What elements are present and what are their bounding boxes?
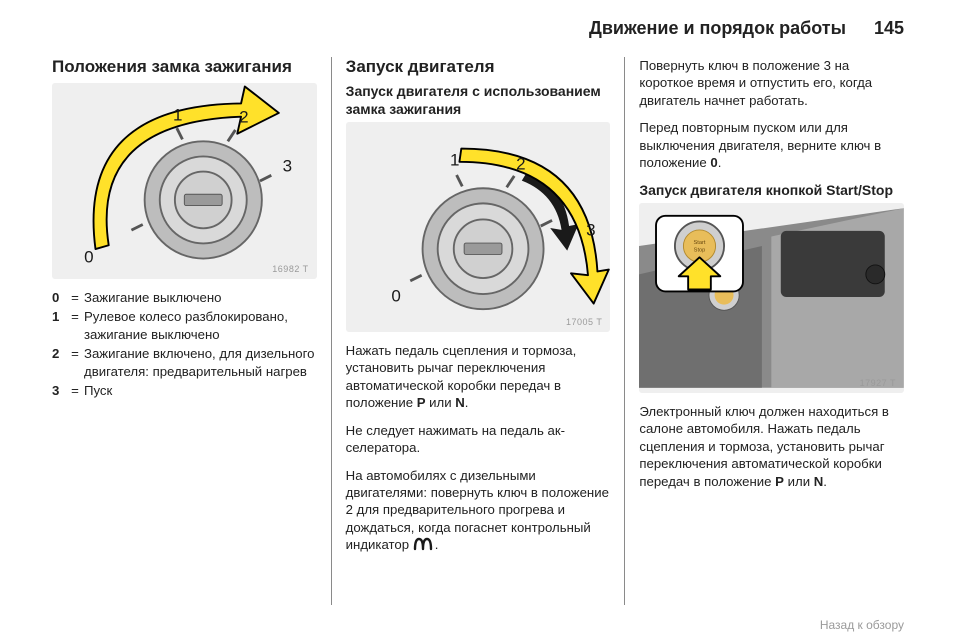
figure-start-stop-button: Start Stop 17927 T (639, 203, 904, 393)
col2-p2: Не следует нажимать на педаль ак­селерат… (346, 422, 611, 457)
def-row: 2 = Зажигание включено, для ди­зельного … (52, 345, 317, 380)
text: или (784, 474, 814, 489)
svg-text:3: 3 (586, 221, 595, 240)
text: . (823, 474, 827, 489)
svg-text:Stop: Stop (694, 248, 706, 254)
def-key: 1 (52, 308, 66, 343)
page: Движение и порядок работы 145 Положения … (0, 0, 954, 638)
def-key: 0 (52, 289, 66, 306)
col2-heading: Запуск двигателя (346, 57, 611, 77)
def-key: 2 (52, 345, 66, 380)
svg-text:0: 0 (391, 287, 400, 306)
bold-P: P (775, 474, 784, 489)
figure-ignition-start: 0 1 2 3 17005 T (346, 122, 611, 332)
svg-text:Start: Start (694, 240, 706, 246)
text: или (426, 395, 456, 410)
col3-p1: Повернуть ключ в положение 3 на короткое… (639, 57, 904, 109)
def-text: Зажигание включено, для ди­зельного двиг… (84, 345, 317, 380)
column-3: Повернуть ключ в положение 3 на короткое… (625, 57, 904, 605)
col2-p3: На автомобилях с дизельными двигателями:… (346, 467, 611, 555)
text: . (718, 155, 722, 170)
text: Перед повторным пуском или для выключени… (639, 120, 881, 170)
ignition-positions-list: 0 = Зажигание выключено 1 = Рулевое коле… (52, 289, 317, 400)
col2-subheading: Запуск двигателя с использованием замка … (346, 83, 611, 118)
svg-text:2: 2 (516, 154, 525, 173)
svg-text:1: 1 (173, 106, 182, 125)
def-row: 1 = Рулевое колесо разблокиро­вано, зажи… (52, 308, 317, 343)
col3-subheading: Запуск двигателя кнопкой Start/Stop (639, 182, 904, 200)
text: На автомобилях с дизельными двигателями:… (346, 468, 609, 553)
bold-N: N (455, 395, 465, 410)
svg-text:0: 0 (84, 247, 93, 266)
def-equals: = (66, 308, 84, 343)
columns: Положения замка зажигания (52, 57, 904, 605)
def-equals: = (66, 345, 84, 380)
figure-caption: 17927 T (860, 378, 896, 388)
ignition-lock-icon: 0 1 1 2 3 (52, 83, 317, 279)
col2-p1: Нажать педаль сцепления и тор­моза, уста… (346, 342, 611, 412)
def-row: 3 = Пуск (52, 382, 317, 399)
def-row: 0 = Зажигание выключено (52, 289, 317, 306)
bold-N: N (814, 474, 824, 489)
figure-ignition-positions: 0 1 1 2 3 16982 T (52, 83, 317, 279)
column-2: Запуск двигателя Запуск двигателя с испо… (332, 57, 626, 605)
back-to-overview-link[interactable]: Назад к обзору (820, 618, 904, 632)
preheat-icon (413, 537, 435, 555)
svg-text:3: 3 (283, 157, 292, 176)
col1-heading: Положения замка зажигания (52, 57, 317, 77)
def-key: 3 (52, 382, 66, 399)
svg-text:2: 2 (239, 107, 248, 126)
col3-p2: Перед повторным пуском или для выключени… (639, 119, 904, 171)
header-title: Движение и порядок работы (589, 18, 846, 39)
figure-caption: 17005 T (566, 317, 602, 327)
page-header: Движение и порядок работы 145 (52, 18, 904, 39)
text: Электронный ключ должен нахо­диться в са… (639, 404, 889, 489)
def-text: Рулевое колесо разблокиро­вано, зажигани… (84, 308, 317, 343)
text: . (465, 395, 469, 410)
svg-text:1: 1 (450, 151, 459, 170)
start-stop-icon: Start Stop (639, 203, 904, 393)
figure-caption: 16982 T (272, 264, 308, 274)
column-1: Положения замка зажигания (52, 57, 332, 605)
bold-zero: 0 (710, 155, 717, 170)
def-equals: = (66, 289, 84, 306)
def-text: Зажигание выключено (84, 289, 317, 306)
ignition-start-icon: 0 1 2 3 (346, 122, 611, 332)
bold-P: P (417, 395, 426, 410)
page-number: 145 (874, 18, 904, 39)
def-text: Пуск (84, 382, 317, 399)
col3-p3: Электронный ключ должен нахо­диться в са… (639, 403, 904, 490)
def-equals: = (66, 382, 84, 399)
